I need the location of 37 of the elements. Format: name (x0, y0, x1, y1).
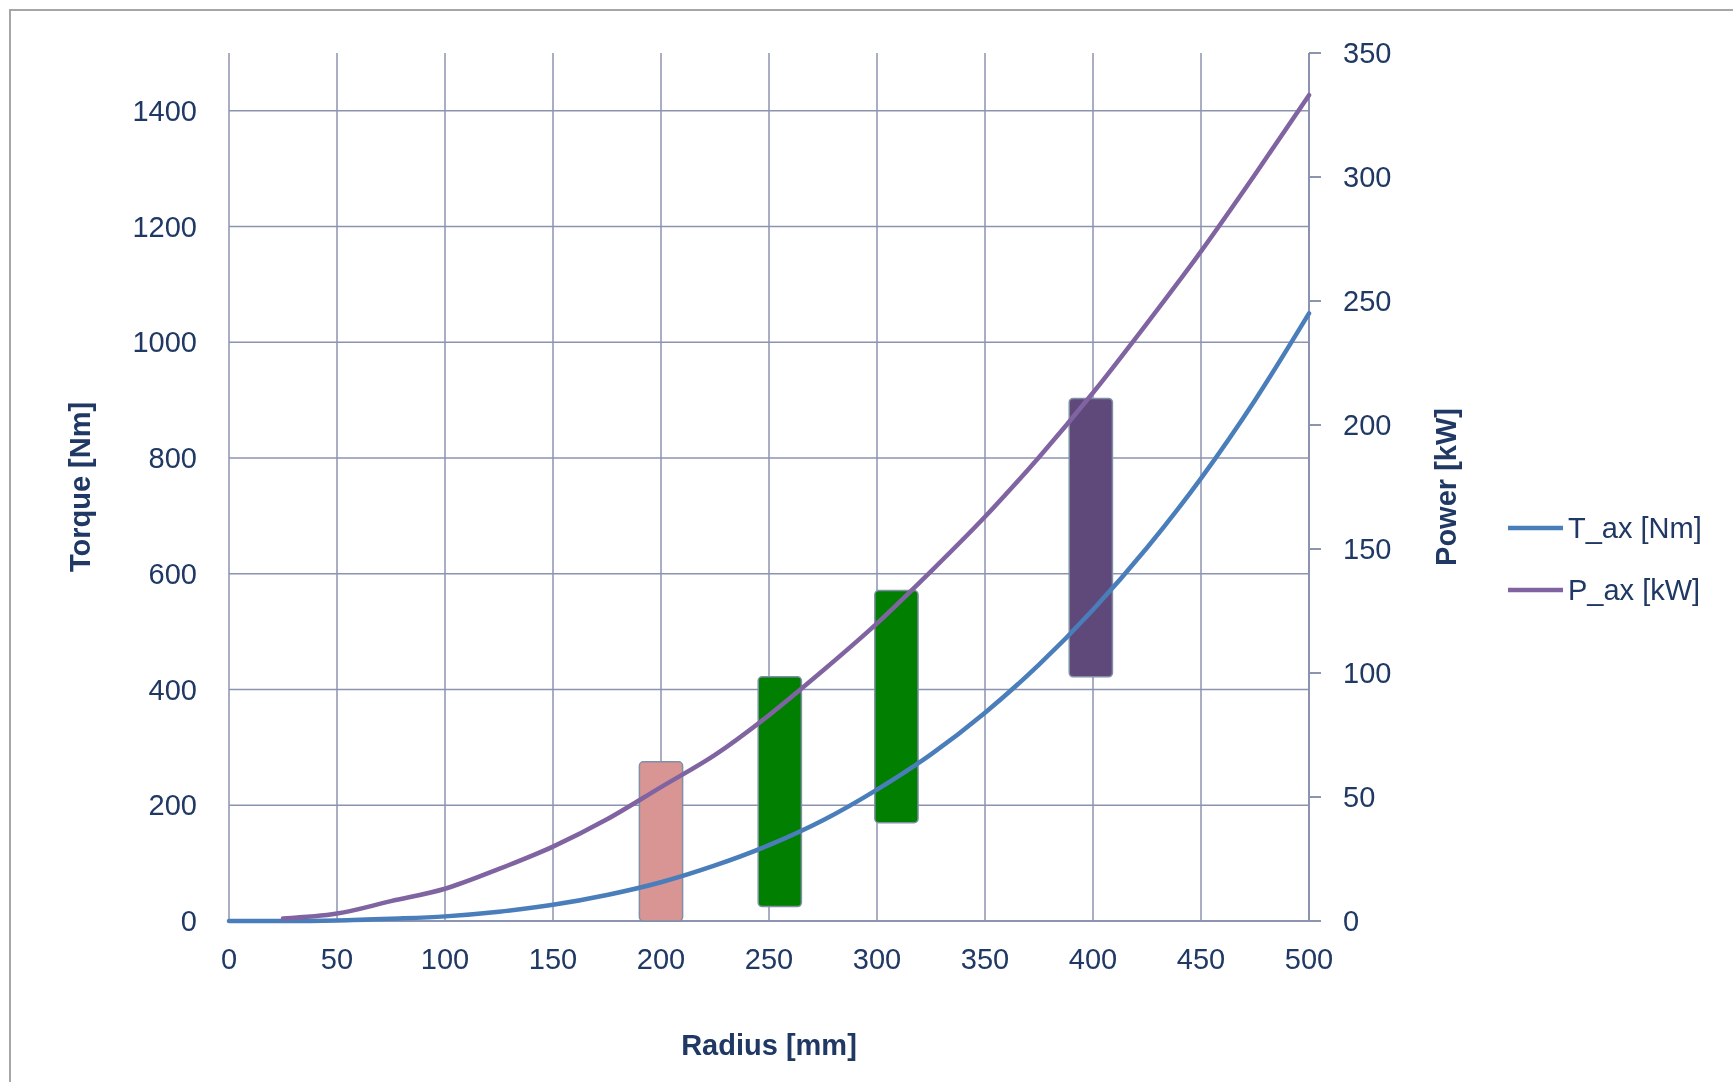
y2-axis-title: Power [kW] (1430, 408, 1462, 566)
bar (1068, 397, 1114, 678)
x-tick-label: 400 (1068, 943, 1118, 975)
y2-tick-label: 300 (1343, 161, 1392, 193)
bar (757, 676, 803, 908)
x-tick-label: 250 (744, 943, 794, 975)
x-tick-label: 350 (960, 943, 1010, 975)
y-tick-label: 1400 (132, 94, 197, 127)
y-tick-label: 800 (148, 442, 197, 475)
y2-tick-label: 250 (1343, 285, 1392, 317)
y2-tick-label: 350 (1343, 37, 1392, 69)
y-tick-label: 0 (180, 905, 197, 937)
y-tick-label: 1200 (132, 210, 197, 243)
y2-tick-label: 0 (1343, 905, 1360, 937)
y-tick-label: 200 (148, 789, 197, 822)
y2-tick-label: 150 (1343, 533, 1392, 565)
y-tick-label: 600 (148, 557, 197, 590)
x-tick-label: 50 (320, 943, 354, 975)
y-tick-label: 1000 (132, 326, 197, 359)
legend-label: P_ax [kW] (1568, 574, 1701, 606)
x-tick-label: 0 (220, 943, 238, 975)
line-series (280, 92, 1312, 921)
legend-label: T_ax [Nm] (1568, 512, 1702, 544)
y2-tick-label: 100 (1343, 657, 1392, 689)
x-tick-label: 150 (528, 943, 578, 975)
x-tick-label: 300 (852, 943, 902, 975)
y2-tick-label: 50 (1343, 781, 1376, 813)
x-tick-label: 500 (1284, 943, 1334, 975)
y-tick-label: 400 (148, 673, 197, 706)
bar (874, 589, 919, 824)
x-tick-label: 100 (420, 943, 470, 975)
x-axis-title: Radius [mm] (681, 1029, 857, 1061)
y2-tick-label: 200 (1343, 409, 1392, 441)
x-tick-label: 450 (1176, 943, 1226, 975)
x-tick-label: 200 (636, 943, 686, 975)
y-axis-title: Torque [Nm] (64, 401, 96, 573)
bar (638, 761, 684, 922)
